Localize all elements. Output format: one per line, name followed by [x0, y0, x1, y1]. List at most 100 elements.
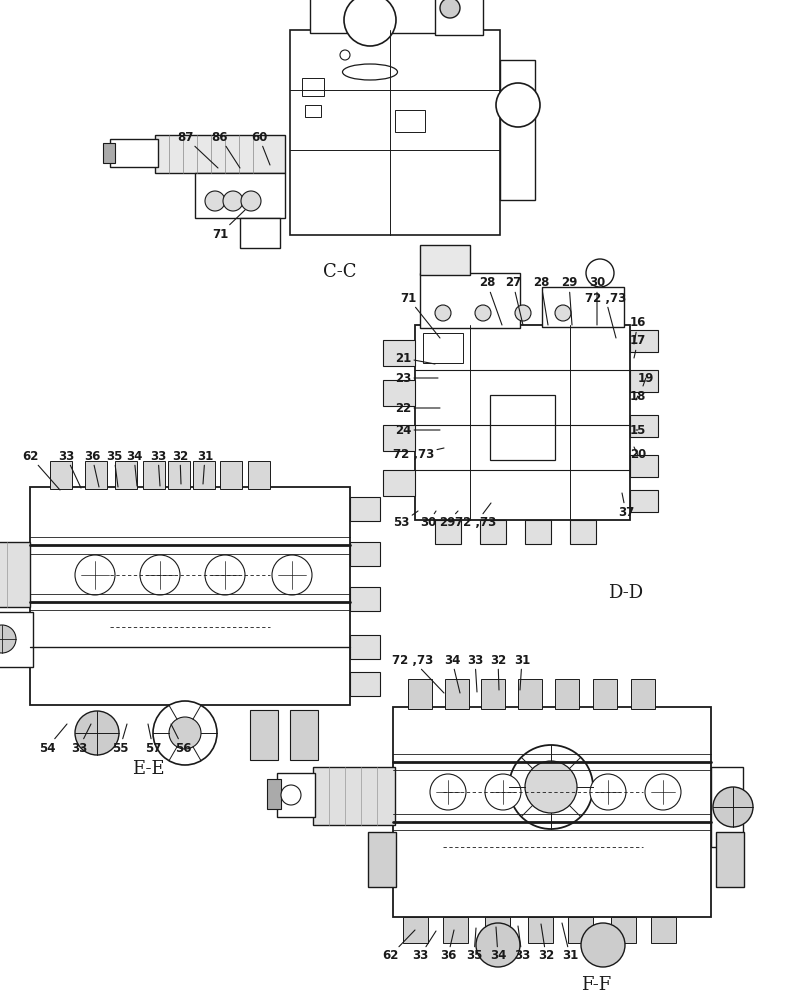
- Circle shape: [554, 305, 570, 321]
- Text: 53: 53: [393, 511, 418, 530]
- Ellipse shape: [342, 64, 397, 80]
- Text: 62: 62: [381, 930, 414, 962]
- Text: E-E: E-E: [131, 760, 164, 778]
- Bar: [715, 832, 743, 887]
- Circle shape: [152, 701, 217, 765]
- Text: 55: 55: [112, 724, 128, 754]
- Text: 54: 54: [39, 724, 67, 754]
- Bar: [435, 0, 483, 35]
- Circle shape: [139, 555, 180, 595]
- Bar: [393, 707, 710, 917]
- Bar: [650, 917, 676, 943]
- Text: 15: 15: [629, 424, 646, 436]
- Circle shape: [474, 305, 491, 321]
- Text: 31: 31: [196, 450, 212, 484]
- Bar: [517, 679, 541, 709]
- Circle shape: [344, 0, 396, 46]
- Bar: [484, 917, 509, 943]
- Bar: [193, 461, 215, 489]
- Bar: [115, 461, 137, 489]
- Text: 34: 34: [126, 450, 142, 486]
- Text: 21: 21: [394, 352, 435, 364]
- Text: 20: 20: [629, 447, 646, 462]
- Text: 33: 33: [150, 450, 166, 486]
- Bar: [419, 245, 470, 275]
- Text: F-F: F-F: [580, 976, 611, 994]
- Bar: [250, 710, 277, 760]
- Text: 71: 71: [212, 210, 245, 240]
- Bar: [277, 773, 315, 817]
- Circle shape: [496, 83, 539, 127]
- Circle shape: [75, 711, 119, 755]
- Text: 23: 23: [394, 371, 437, 384]
- Bar: [50, 461, 72, 489]
- Text: 62: 62: [22, 450, 60, 490]
- Circle shape: [590, 774, 625, 810]
- Bar: [383, 340, 414, 366]
- Text: 18: 18: [629, 389, 646, 402]
- Bar: [629, 415, 657, 437]
- Text: D-D: D-D: [607, 584, 643, 602]
- Bar: [290, 30, 500, 235]
- Bar: [435, 520, 461, 544]
- Circle shape: [169, 717, 201, 749]
- Text: 19: 19: [637, 371, 653, 386]
- Bar: [30, 487, 350, 705]
- Text: 33: 33: [71, 724, 91, 754]
- Text: 35: 35: [105, 450, 122, 487]
- Text: 56: 56: [171, 724, 191, 754]
- Text: 35: 35: [466, 928, 482, 962]
- Circle shape: [340, 50, 350, 60]
- Bar: [0, 612, 33, 667]
- Text: 34: 34: [489, 927, 505, 962]
- Text: 31: 31: [561, 923, 577, 962]
- Bar: [610, 917, 635, 943]
- Text: 32: 32: [489, 654, 505, 690]
- Text: 17: 17: [629, 334, 646, 358]
- Circle shape: [484, 774, 521, 810]
- Bar: [247, 461, 270, 489]
- Bar: [350, 672, 380, 696]
- Text: 28: 28: [478, 276, 501, 325]
- Bar: [480, 679, 504, 709]
- Text: 72 ,73: 72 ,73: [392, 654, 444, 693]
- Bar: [394, 110, 424, 132]
- Circle shape: [281, 785, 301, 805]
- Text: 72 ,73: 72 ,73: [393, 448, 444, 462]
- Bar: [195, 173, 285, 218]
- Bar: [0, 542, 30, 607]
- Circle shape: [475, 923, 519, 967]
- Text: 36: 36: [440, 930, 456, 962]
- Bar: [630, 679, 654, 709]
- Text: 33: 33: [466, 654, 483, 692]
- Bar: [407, 679, 431, 709]
- Circle shape: [586, 259, 613, 287]
- Bar: [443, 917, 467, 943]
- Bar: [220, 461, 242, 489]
- Bar: [155, 135, 285, 173]
- Text: 33: 33: [513, 926, 530, 962]
- Text: 28: 28: [532, 276, 548, 325]
- Text: 71: 71: [400, 292, 440, 338]
- Bar: [383, 425, 414, 451]
- Bar: [383, 470, 414, 496]
- Bar: [305, 105, 320, 117]
- Text: 36: 36: [84, 450, 100, 487]
- Bar: [350, 587, 380, 611]
- Circle shape: [0, 625, 16, 653]
- Text: 32: 32: [172, 450, 188, 484]
- Bar: [85, 461, 107, 489]
- Text: 32: 32: [537, 924, 553, 962]
- Bar: [569, 520, 595, 544]
- Bar: [402, 917, 427, 943]
- Text: 57: 57: [144, 724, 161, 754]
- Bar: [710, 767, 742, 847]
- Bar: [350, 542, 380, 566]
- Bar: [168, 461, 190, 489]
- Circle shape: [508, 745, 592, 829]
- Bar: [350, 497, 380, 521]
- Circle shape: [514, 305, 530, 321]
- Bar: [310, 0, 440, 33]
- Circle shape: [204, 191, 225, 211]
- Circle shape: [204, 555, 245, 595]
